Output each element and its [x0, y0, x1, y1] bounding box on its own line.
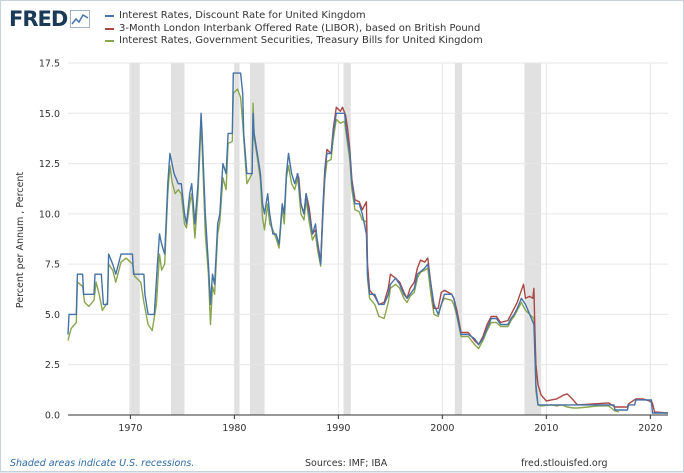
recession-band-2: [234, 63, 240, 415]
legend-swatch-discount: [105, 15, 114, 18]
y-tick-label: 7.5: [45, 260, 60, 271]
gridlines: [68, 62, 668, 415]
y-tick-label: 5.0: [45, 310, 60, 321]
data-series: [67, 72, 669, 414]
y-tick-label: 2.5: [45, 360, 60, 371]
y-tick-label: 12.5: [39, 159, 60, 170]
x-tick-label: 1980: [222, 423, 246, 434]
x-tick-label: 2020: [638, 423, 662, 434]
y-tick-label: 10.0: [39, 209, 60, 220]
x-tick-label: 1990: [326, 423, 350, 434]
legend-label-tbills: Interest Rates, Government Securities, T…: [119, 35, 483, 46]
recession-bands: [129, 63, 542, 415]
recession-band-3: [249, 63, 265, 415]
recession-note[interactable]: Shaded areas indicate U.S. recessions.: [10, 458, 195, 469]
x-tick-label: 1970: [118, 423, 142, 434]
x-tick-label: 2010: [534, 423, 558, 434]
y-tick-label: 17.5: [39, 59, 60, 70]
legend-swatch-libor: [105, 27, 114, 30]
y-tick-label: 0.0: [45, 411, 60, 422]
y-axis-ticks: 0.0 2.5 5.0 7.5 10.0 12.5 15.0 17.5: [39, 59, 60, 422]
chart-legend: Interest Rates, Discount Rate for United…: [105, 10, 483, 48]
recession-band-6: [524, 63, 542, 415]
legend-item-discount[interactable]: Interest Rates, Discount Rate for United…: [105, 10, 483, 23]
recession-band-4: [343, 63, 351, 415]
x-tick-label: 2000: [430, 423, 454, 434]
series-line-libor[interactable]: [296, 106, 669, 414]
recession-band-1: [170, 63, 185, 415]
recession-band-0: [129, 63, 140, 415]
series-line-tbills[interactable]: [67, 88, 620, 413]
series-line-discount[interactable]: [67, 72, 668, 414]
fred-logo[interactable]: FRED: [9, 7, 91, 31]
y-tick-label: 15.0: [39, 109, 60, 120]
legend-item-tbills[interactable]: Interest Rates, Government Securities, T…: [105, 35, 483, 48]
legend-swatch-tbills: [105, 40, 114, 43]
y-axis-title: Percent per Annum , Percent: [15, 172, 26, 308]
legend-item-libor[interactable]: 3-Month London Interbank Offered Rate (L…: [105, 23, 483, 36]
legend-label-discount: Interest Rates, Discount Rate for United…: [119, 10, 366, 21]
legend-label-libor: 3-Month London Interbank Offered Rate (L…: [119, 22, 481, 34]
site-link[interactable]: fred.stlouisfed.org: [521, 458, 608, 469]
recession-band-5: [454, 63, 463, 415]
fred-chart-icon: [70, 10, 91, 28]
x-axis-ticks: 1970 1980 1990 2000 2010 2020: [118, 415, 662, 434]
sources-text: Sources: IMF; IBA: [305, 458, 388, 469]
logo-text: FRED: [9, 7, 68, 31]
